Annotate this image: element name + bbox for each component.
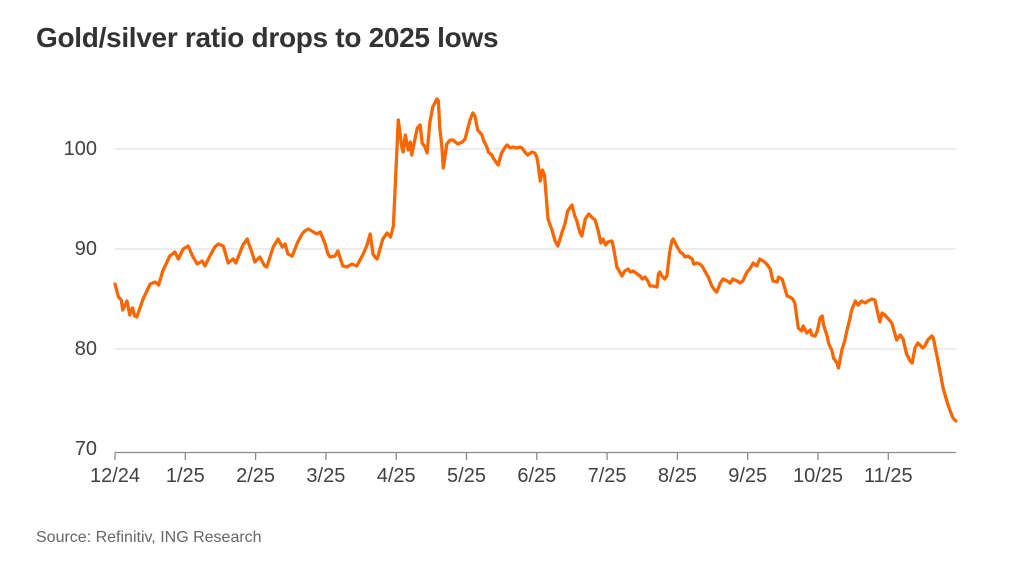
- x-axis-label-1-25: 1/25: [165, 465, 205, 487]
- x-axis-label-6-25: 6/25: [517, 465, 557, 487]
- x-axis-label-11-25: 11/25: [864, 465, 913, 487]
- y-axis-label-80: 80: [74, 338, 97, 360]
- x-axis-label-4-25: 4/25: [376, 465, 416, 487]
- x-axis-label-9-25: 9/25: [728, 465, 768, 487]
- x-axis-label-2-25: 2/25: [236, 465, 276, 487]
- x-axis-label-5-25: 5/25: [447, 465, 486, 487]
- y-axis-label-90: 90: [74, 238, 97, 260]
- y-axis-label-70: 70: [74, 438, 97, 460]
- x-axis-label-8-25: 8/25: [657, 465, 697, 487]
- x-axis-label-10-25: 10/25: [792, 465, 844, 487]
- x-axis-label-3-25: 3/25: [306, 465, 346, 487]
- x-axis-label-12-24: 12/24: [89, 465, 141, 487]
- ratio-line-series: [113, 97, 958, 423]
- chart-title: Gold/silver ratio drops to 2025 lows: [36, 22, 499, 53]
- x-axis-label-7-25: 7/25: [587, 465, 627, 487]
- y-axis-label-100: 100: [63, 138, 97, 160]
- source-note: Source: Refinitiv, ING Research: [36, 529, 262, 546]
